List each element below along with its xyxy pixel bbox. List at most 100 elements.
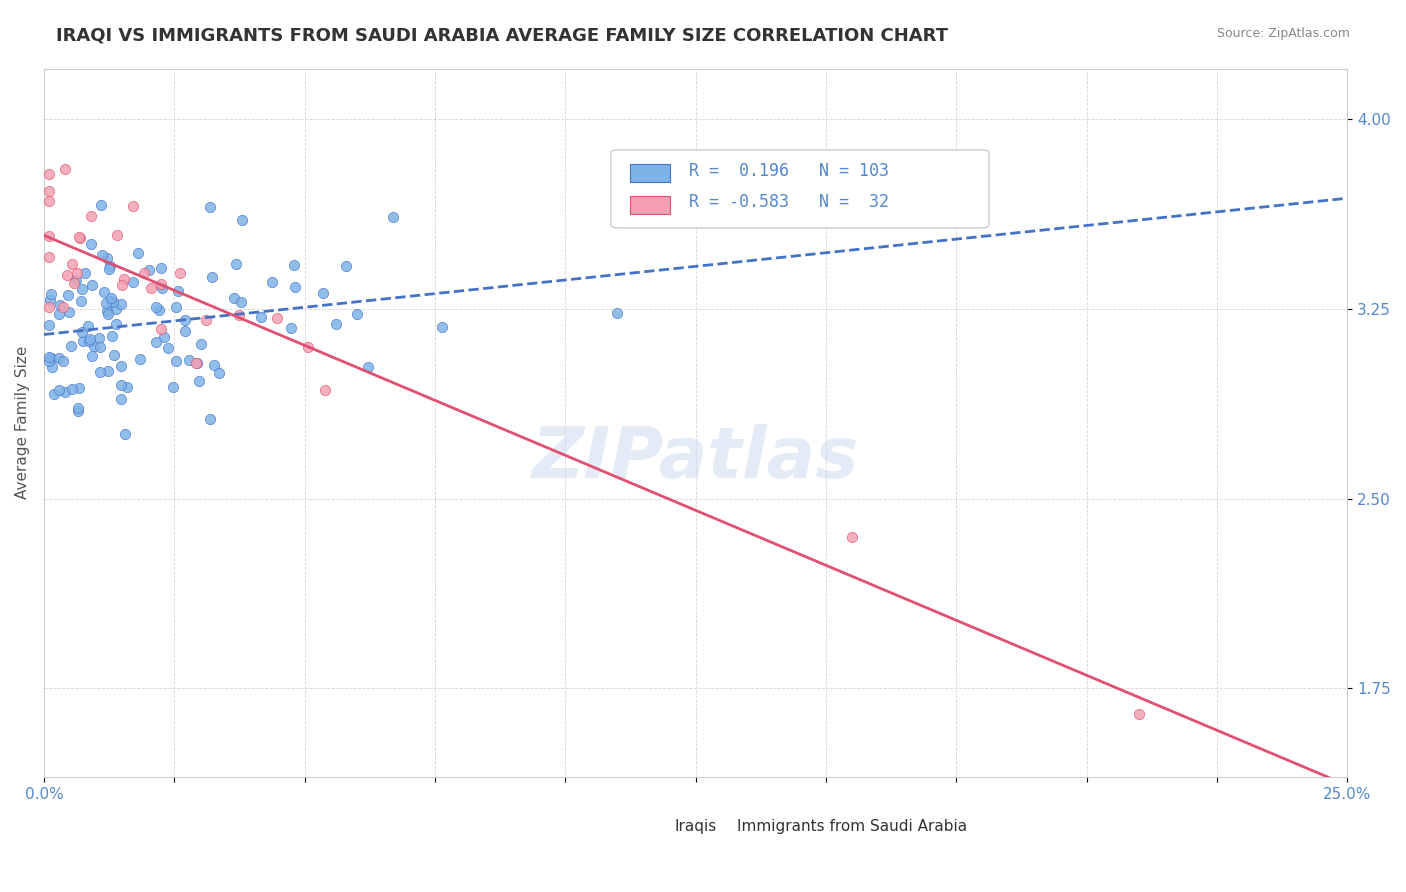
Point — [150, 277, 173, 291]
Point — [122, 198, 145, 212]
Point — [250, 310, 273, 325]
Point — [100, 328, 122, 343]
Point — [38, 185, 60, 199]
Point — [225, 257, 247, 271]
Point — [198, 200, 221, 214]
Point — [194, 313, 217, 327]
Point — [66, 266, 89, 280]
Point — [96, 303, 118, 318]
Point — [67, 381, 90, 395]
Point — [201, 270, 224, 285]
Point — [150, 260, 173, 275]
Point — [357, 359, 380, 374]
Point — [115, 380, 138, 394]
Point — [66, 401, 89, 416]
Point — [79, 332, 101, 346]
Point — [198, 412, 221, 426]
Point — [56, 287, 79, 301]
Point — [167, 285, 190, 299]
Point — [79, 334, 101, 349]
Point — [53, 162, 76, 177]
Point — [48, 307, 70, 321]
Point — [90, 198, 112, 212]
Point — [66, 404, 89, 418]
Point — [152, 329, 174, 343]
Point — [63, 277, 86, 291]
Point — [38, 293, 60, 307]
Point — [177, 353, 200, 368]
Point — [56, 268, 79, 282]
Text: IRAQI VS IMMIGRANTS FROM SAUDI ARABIA AVERAGE FAMILY SIZE CORRELATION CHART: IRAQI VS IMMIGRANTS FROM SAUDI ARABIA AV… — [56, 27, 948, 45]
Point — [145, 300, 167, 314]
Point — [132, 266, 155, 280]
Point — [80, 236, 103, 251]
Point — [94, 296, 117, 310]
Point — [222, 291, 245, 305]
Point — [128, 351, 150, 366]
Point — [42, 386, 65, 401]
Point — [382, 211, 405, 225]
Point — [152, 281, 174, 295]
Point — [41, 287, 63, 301]
Point — [48, 384, 70, 398]
Text: R = -0.583   N =  32: R = -0.583 N = 32 — [689, 193, 889, 211]
Point — [103, 348, 125, 362]
Point — [48, 351, 70, 365]
Point — [96, 252, 118, 266]
Point — [38, 300, 60, 314]
Point — [67, 229, 90, 244]
Point — [105, 302, 128, 317]
Point — [82, 349, 104, 363]
Point — [346, 307, 368, 321]
Point — [76, 319, 98, 334]
Point — [148, 303, 170, 318]
Point — [127, 246, 149, 260]
Point — [100, 291, 122, 305]
Point — [69, 231, 91, 245]
Point — [110, 278, 132, 293]
Point — [72, 325, 94, 339]
Point — [103, 294, 125, 309]
FancyBboxPatch shape — [612, 150, 988, 227]
Point — [169, 266, 191, 280]
Point — [335, 259, 357, 273]
Point — [145, 334, 167, 349]
Point — [165, 354, 187, 368]
Y-axis label: Average Family Size: Average Family Size — [15, 346, 30, 500]
Point — [202, 359, 225, 373]
Point — [98, 259, 121, 273]
Point — [90, 247, 112, 261]
Point — [283, 280, 305, 294]
Point — [52, 354, 75, 368]
Point — [60, 382, 83, 396]
Point — [52, 301, 75, 315]
Point — [138, 263, 160, 277]
Point — [173, 324, 195, 338]
FancyBboxPatch shape — [630, 196, 669, 214]
Point — [606, 306, 628, 320]
Point — [97, 363, 120, 377]
Point — [38, 229, 60, 244]
FancyBboxPatch shape — [768, 820, 800, 835]
Point — [314, 383, 336, 397]
Text: R =  0.196   N = 103: R = 0.196 N = 103 — [689, 162, 889, 180]
Text: Immigrants from Saudi Arabia: Immigrants from Saudi Arabia — [737, 819, 967, 834]
Point — [174, 313, 197, 327]
Point — [228, 308, 250, 322]
Point — [188, 374, 211, 388]
Point — [283, 258, 305, 272]
Point — [110, 359, 132, 373]
Text: Source: ZipAtlas.com: Source: ZipAtlas.com — [1216, 27, 1350, 40]
Point — [60, 257, 83, 271]
Point — [297, 340, 319, 354]
Point — [82, 278, 104, 293]
Point — [110, 392, 132, 406]
Point — [260, 275, 283, 289]
Point — [97, 262, 120, 277]
Point — [105, 317, 128, 331]
Point — [58, 305, 80, 319]
Point — [38, 250, 60, 264]
FancyBboxPatch shape — [630, 164, 669, 182]
Point — [38, 168, 60, 182]
Point — [841, 529, 863, 543]
